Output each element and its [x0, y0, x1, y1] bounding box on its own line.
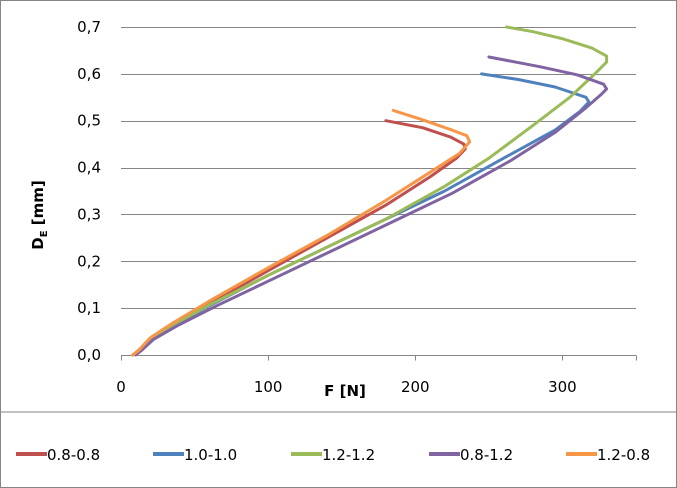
legend-label: 1.2-1.2	[322, 446, 375, 464]
y-tick-label: 0,2	[77, 252, 101, 270]
y-axis-title: DE [mm]	[29, 180, 50, 250]
legend-label: 0.8-0.8	[47, 446, 100, 464]
x-tick-label: 200	[401, 378, 430, 396]
x-tick-label: 100	[254, 378, 283, 396]
y-axis-title-subscript: E	[39, 230, 50, 237]
y-tick-label: 0,0	[77, 346, 101, 364]
x-tick-label: 300	[548, 378, 577, 396]
y-axis-title-main: D	[29, 237, 47, 249]
y-tick-label: 0,6	[77, 65, 101, 83]
y-axis-title-unit: [mm]	[29, 180, 47, 230]
y-tick-label: 0,5	[77, 112, 101, 130]
series-line-0.8-1.2	[134, 55, 609, 357]
x-tick-label: 0	[116, 378, 126, 396]
x-tick-labels: 0 100 200 300	[116, 378, 577, 396]
y-tick-label: 0,1	[77, 299, 101, 317]
y-tick-labels: 0,0 0,1 0,2 0,3 0,4 0,5 0,6 0,7	[77, 18, 101, 364]
series-lines	[131, 25, 609, 357]
legend: 0.8-0.8 1.0-1.0 1.2-1.2 0.8-1.2 1.2-0.8	[16, 446, 650, 464]
y-tick-label: 0,3	[77, 205, 101, 223]
legend-label: 1.2-0.8	[597, 446, 650, 464]
series-line-1.2-0.8	[131, 108, 472, 357]
series-line-1.2-1.2	[131, 25, 609, 357]
y-tick-label: 0,4	[77, 159, 101, 177]
y-tick-label: 0,7	[77, 18, 101, 36]
x-axis-title: F [N]	[324, 382, 366, 400]
legend-label: 0.8-1.2	[460, 446, 513, 464]
legend-label: 1.0-1.0	[184, 446, 237, 464]
